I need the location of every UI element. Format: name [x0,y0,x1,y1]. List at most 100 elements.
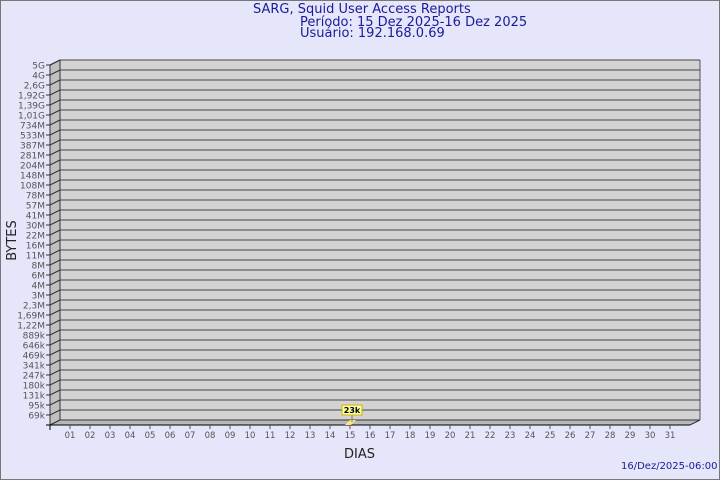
x-tick-label: 06 [165,431,176,441]
x-tick-label: 12 [285,431,296,441]
y-tick-slant [49,149,61,156]
x-tick-label: 19 [425,431,436,441]
x-tick-label: 14 [325,431,336,441]
y-tick-slant [49,129,61,136]
y-tick-label: 78M [26,192,45,202]
y-tick-label: 387M [20,142,45,152]
chart-user: Usuário: 192.168.0.69 [300,26,445,41]
y-tick-slant [49,109,61,116]
x-tick-label: 15 [345,431,356,441]
y-tick-slant [49,279,61,286]
x-tick-label: 22 [485,431,496,441]
y-tick-slant [49,199,61,206]
y-tick-slant [49,299,61,306]
x-tick-label: 08 [205,431,216,441]
y-tick-slant [49,169,61,176]
y-tick-slant [49,269,61,276]
y-tick-label: 533M [20,132,45,142]
y-tick-label: 8M [32,262,46,272]
y-tick-label: 2,6G [24,82,45,92]
y-tick-label: 204M [20,162,45,172]
y-tick-label: 95k [28,402,45,412]
y-tick-label: 247k [23,372,46,382]
y-tick-slant [49,309,61,316]
y-tick-label: 131k [23,392,46,402]
bar-label-box [341,404,363,416]
y-tick-slant [49,399,61,406]
y-tick-label: 16M [26,242,45,252]
y-tick-label: 1,01G [18,112,45,122]
y-tick-label: 734M [20,122,45,132]
x-tick-label: 01 [65,431,76,441]
x-tick-label: 27 [585,431,596,441]
y-tick-slant [49,349,61,356]
y-tick-label: 281M [20,152,45,162]
y-tick-label: 69k [28,412,45,422]
plot-background [50,60,700,425]
y-tick-slant [49,329,61,336]
x-tick-label: 05 [145,431,156,441]
x-tick-label: 02 [85,431,96,441]
x-tick-label: 03 [105,431,116,441]
x-tick-label: 25 [545,431,556,441]
x-tick-label: 18 [405,431,416,441]
y-tick-label: 30M [26,222,45,232]
y-tick-label: 1,39G [18,102,45,112]
timestamp: 16/Dez/2025-06:00 [621,461,718,472]
y-tick-label: 4M [32,282,46,292]
y-tick-slant [49,79,61,86]
y-tick-slant [49,289,61,296]
chart-title: SARG, Squid User Access Reports [253,2,471,17]
y-tick-slant [49,59,61,66]
x-tick-label: 17 [385,431,396,441]
x-tick-label: 29 [625,431,636,441]
y-tick-slant [49,179,61,186]
y-tick-slant [49,369,61,376]
x-tick-label: 10 [245,431,256,441]
x-tick-label: 28 [605,431,616,441]
y-tick-label: 1,69M [17,312,45,322]
x-axis-label: DIAS [344,447,375,462]
x-tick-label: 24 [525,431,536,441]
x-tick-label: 07 [185,431,196,441]
x-tick-label: 26 [565,431,576,441]
y-tick-label: 6M [32,272,46,282]
y-tick-slant [49,119,61,126]
chart-period: Período: 15 Dez 2025-16 Dez 2025 [300,15,528,30]
y-tick-slant [49,89,61,96]
y-tick-slant [49,389,61,396]
y-tick-label: 41M [26,212,45,222]
y-tick-slant [49,229,61,236]
y-tick-label: 108M [20,182,45,192]
x-tick-label: 09 [225,431,236,441]
y-tick-slant [49,259,61,266]
y-tick-label: 11M [26,252,45,262]
y-tick-slant [49,99,61,106]
x-tick-label: 16 [365,431,376,441]
y-tick-label: 2,3M [23,302,45,312]
y-tick-label: 646k [23,342,46,352]
bar-data-label: 23k [344,406,361,415]
x-tick-label: 20 [445,431,456,441]
y-tick-label: 57M [26,202,45,212]
y-tick-slant [49,139,61,146]
y-tick-slant [49,379,61,386]
x-tick-label: 31 [665,431,676,441]
y-tick-slant [49,359,61,366]
y-tick-slant [49,339,61,346]
y-tick-label: 4G [32,72,45,82]
y-tick-slant [49,219,61,226]
x-tick-label: 30 [645,431,656,441]
y-tick-label: 889k [23,332,46,342]
y-tick-label: 148M [20,172,45,182]
floor [49,419,701,426]
y-tick-label: 1,22M [17,322,45,332]
y-tick-label: 180k [23,382,46,392]
bar-day-15 [345,420,356,425]
x-tick-label: 21 [465,431,476,441]
y-tick-slant [49,239,61,246]
y-tick-slant [49,319,61,326]
y-tick-slant [49,409,61,416]
y-tick-label: 1,92G [18,92,45,102]
